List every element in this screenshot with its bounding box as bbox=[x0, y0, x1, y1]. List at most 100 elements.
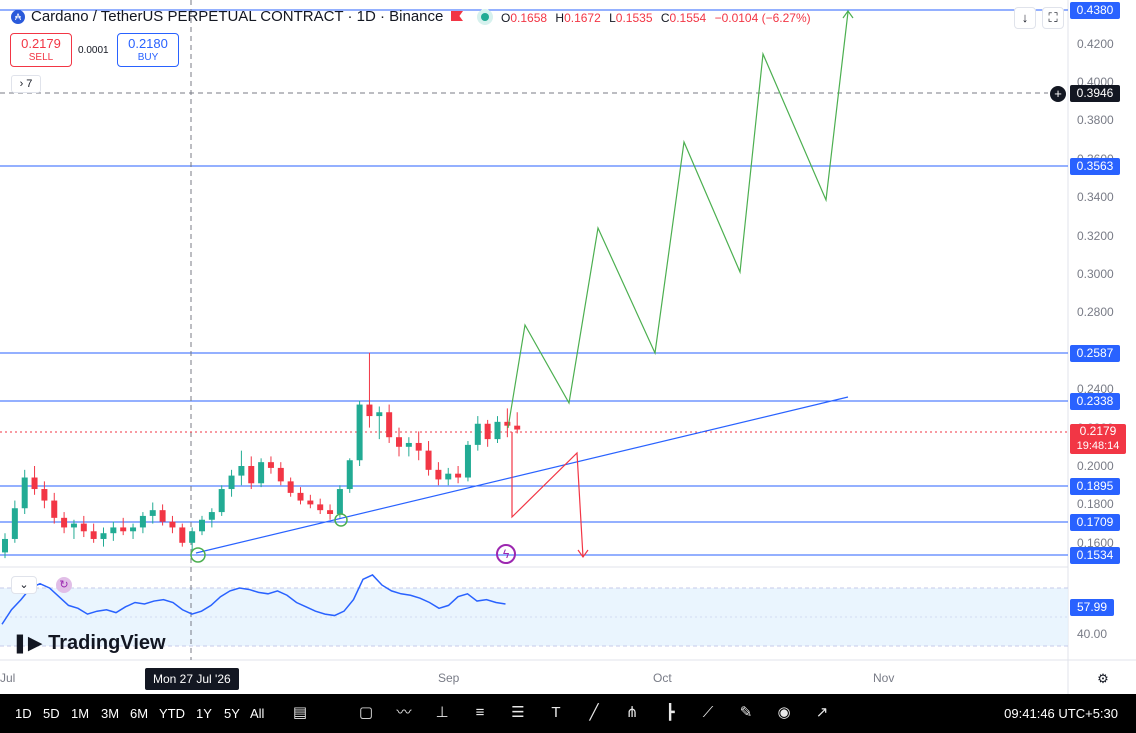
text-icon[interactable]: T bbox=[551, 704, 561, 721]
high-label: H bbox=[555, 11, 565, 25]
symbol-title[interactable]: Cardano / TetherUS PERPETUAL CONTRACT · … bbox=[31, 8, 444, 25]
horizontal-lines-icon[interactable]: ☰ bbox=[511, 704, 525, 721]
gear-icon[interactable]: ⚙ bbox=[1097, 671, 1109, 686]
level-label-2: 0.3563 bbox=[1070, 158, 1120, 175]
candle-body bbox=[218, 489, 225, 513]
x-label-jul: Jul bbox=[0, 671, 16, 685]
fullscreen-icon[interactable]: ⛶ bbox=[1042, 7, 1064, 29]
candle-body bbox=[287, 481, 294, 493]
candle-body bbox=[327, 510, 334, 514]
rsi-tick: 40.00 bbox=[1077, 627, 1108, 641]
chevron-icon: › bbox=[19, 78, 24, 90]
tv-logo-icon: ❚▶ bbox=[12, 633, 43, 654]
range-button-5y[interactable]: 5Y bbox=[224, 706, 240, 721]
flag-icon[interactable] bbox=[451, 11, 463, 21]
bar-countdown: 19:48:14 bbox=[1076, 440, 1120, 452]
axis-tick-0: 0.4200 bbox=[1077, 36, 1114, 51]
axis-tick-11: 0.2000 bbox=[1077, 459, 1114, 473]
candle-body bbox=[396, 437, 402, 447]
candle-body bbox=[376, 412, 383, 417]
axis-tick-5: 0.3200 bbox=[1077, 228, 1114, 243]
lightning-icon[interactable]: ϟ bbox=[496, 544, 516, 564]
download-arrow-icon[interactable]: ↓ bbox=[1014, 7, 1036, 29]
candle-body bbox=[484, 423, 491, 440]
axis-tick-13: 0.1600 bbox=[1077, 535, 1114, 550]
trend-icon[interactable]: 〰 bbox=[396, 704, 412, 721]
indicators-collapse-button[interactable]: › 7 bbox=[11, 75, 41, 93]
short-position-icon[interactable]: ≡ bbox=[475, 704, 485, 721]
buy-price: 0.2180 bbox=[128, 36, 168, 51]
candle-body bbox=[277, 467, 284, 482]
axis-tick-2: 0.3800 bbox=[1077, 113, 1114, 128]
candle-body bbox=[70, 523, 77, 528]
candle-body bbox=[238, 466, 245, 476]
candle-body bbox=[159, 510, 166, 522]
bearish-projection-path[interactable] bbox=[511, 432, 584, 558]
candle-body bbox=[41, 489, 48, 501]
candle-body bbox=[464, 444, 471, 478]
long-position-icon[interactable]: ⊥ bbox=[435, 704, 449, 721]
candle-body bbox=[228, 475, 235, 490]
tradingview-logo: ❚▶ TradingView bbox=[12, 632, 166, 655]
range-button-ytd[interactable]: YTD bbox=[159, 706, 185, 721]
calendar-icon[interactable]: ▤ bbox=[292, 704, 308, 721]
price-chart[interactable] bbox=[0, 0, 1136, 694]
buy-button[interactable]: 0.2180 BUY bbox=[117, 33, 179, 67]
line-icon[interactable]: ╱ bbox=[589, 704, 599, 721]
open-label: O bbox=[501, 11, 511, 25]
open-value: 0.1658 bbox=[510, 11, 548, 25]
pivot-circle-2[interactable] bbox=[334, 513, 348, 527]
candle-body bbox=[199, 519, 205, 532]
range-button-1y[interactable]: 1Y bbox=[196, 706, 212, 721]
bars-icon[interactable]: ┣ bbox=[665, 704, 675, 721]
candle-body bbox=[267, 462, 274, 468]
rsi-value-label: 57.99 bbox=[1070, 599, 1114, 616]
candle-body bbox=[90, 531, 97, 539]
x-label-sep: Sep bbox=[438, 671, 460, 685]
candle-body bbox=[297, 492, 304, 501]
clock-time[interactable]: 09:41:46 UTC+5:30 bbox=[1004, 706, 1118, 721]
candle-body bbox=[346, 460, 353, 490]
trendline[interactable] bbox=[195, 396, 849, 554]
chart-header: ₳ Cardano / TetherUS PERPETUAL CONTRACT … bbox=[0, 0, 1068, 34]
candle-body bbox=[51, 500, 58, 518]
crosshair-date: Mon 27 Jul '26 bbox=[145, 668, 239, 690]
bullish-projection-path[interactable] bbox=[507, 11, 849, 429]
range-button-5d[interactable]: 5D bbox=[43, 706, 60, 721]
fork-icon[interactable]: ⋔ bbox=[625, 704, 639, 721]
x-label-oct: Oct bbox=[653, 671, 672, 685]
pivot-circle-1[interactable] bbox=[190, 547, 206, 563]
cardano-logo-icon: ₳ bbox=[11, 10, 25, 24]
candle-body bbox=[366, 404, 373, 417]
market-status-icon[interactable] bbox=[477, 9, 493, 25]
range-button-3m[interactable]: 3M bbox=[101, 706, 120, 721]
plus-icon[interactable]: + bbox=[1050, 86, 1066, 102]
arrow-icon[interactable]: ↗ bbox=[815, 704, 829, 721]
sell-price: 0.2179 bbox=[21, 36, 61, 51]
bullish-arrowhead bbox=[842, 9, 854, 19]
rectangle-icon[interactable]: ▢ bbox=[358, 704, 374, 721]
range-button-6m[interactable]: 6M bbox=[130, 706, 149, 721]
refresh-icon[interactable]: ↻ bbox=[56, 577, 72, 593]
x-label-nov: Nov bbox=[873, 671, 895, 685]
sell-label: SELL bbox=[28, 52, 54, 63]
range-button-all[interactable]: All bbox=[250, 706, 265, 721]
range-button-1m[interactable]: 1M bbox=[71, 706, 90, 721]
low-value: 0.1535 bbox=[615, 11, 653, 25]
candle-body bbox=[425, 450, 432, 470]
path-icon[interactable]: ⟋ bbox=[702, 704, 714, 721]
eye-icon[interactable]: ◉ bbox=[777, 704, 791, 721]
level-label-4: 0.2338 bbox=[1070, 393, 1120, 410]
brush-icon[interactable]: ✎ bbox=[739, 704, 753, 721]
level-label-0: 0.4380 bbox=[1070, 2, 1120, 19]
candle-body bbox=[169, 521, 176, 528]
candle-body bbox=[61, 517, 68, 528]
candle-body bbox=[149, 510, 156, 516]
chevron-down-icon[interactable]: ⌄ bbox=[11, 576, 37, 594]
ohlc-readout: O0.1658 H0.1672 L0.1535 C0.1554 −0.0104 … bbox=[501, 11, 816, 25]
spread-value: 0.0001 bbox=[78, 45, 109, 56]
axis-tick-6: 0.3000 bbox=[1077, 267, 1114, 281]
range-button-1d[interactable]: 1D bbox=[15, 706, 32, 721]
rsi-line bbox=[1, 574, 506, 625]
sell-button[interactable]: 0.2179 SELL bbox=[10, 33, 72, 67]
